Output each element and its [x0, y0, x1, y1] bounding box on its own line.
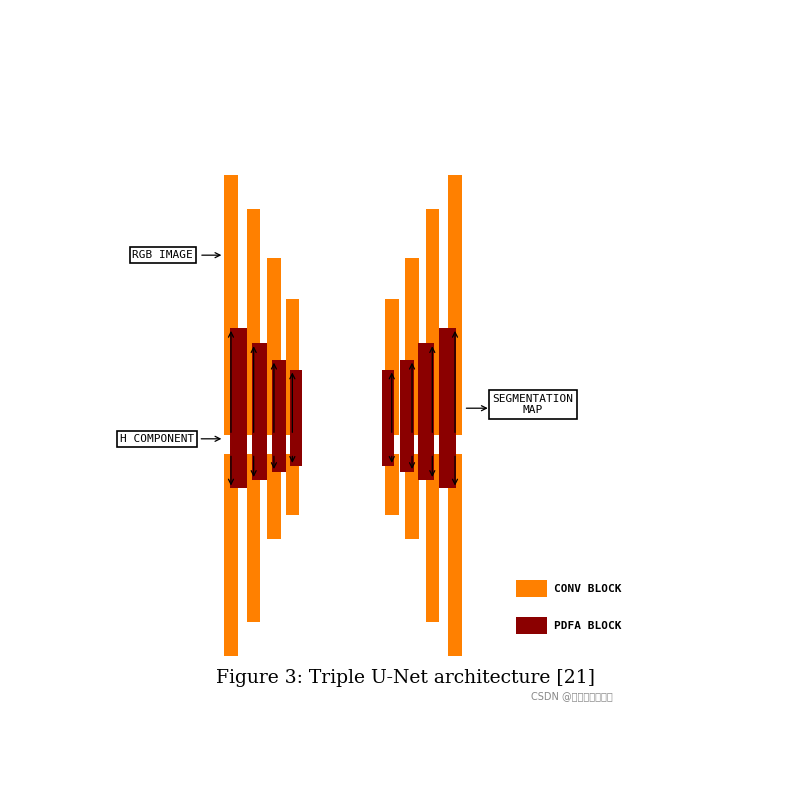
Bar — [272, 360, 286, 472]
Bar — [267, 453, 280, 539]
Bar — [425, 453, 439, 622]
Text: CSDN @明初啊都能学会: CSDN @明初啊都能学会 — [531, 692, 612, 701]
Bar — [385, 299, 398, 435]
Bar — [247, 453, 261, 622]
Bar — [406, 453, 419, 539]
Bar — [516, 580, 547, 597]
Text: SEGMENTATION
MAP: SEGMENTATION MAP — [493, 394, 573, 415]
Bar — [247, 208, 261, 435]
Bar — [418, 343, 434, 480]
Text: PDFA BLOCK: PDFA BLOCK — [554, 621, 622, 630]
Bar — [516, 617, 547, 634]
Text: RGB IMAGE: RGB IMAGE — [132, 250, 193, 260]
Bar — [406, 258, 419, 435]
Bar — [382, 370, 394, 466]
Text: H COMPONENT: H COMPONENT — [120, 434, 195, 444]
Bar — [385, 453, 398, 514]
Bar — [286, 453, 299, 514]
Bar — [439, 328, 456, 488]
Bar — [286, 299, 299, 435]
Bar — [425, 208, 439, 435]
Text: Figure 3: Triple U-Net architecture [21]: Figure 3: Triple U-Net architecture [21] — [216, 669, 596, 687]
Bar — [290, 370, 303, 466]
Bar — [448, 453, 462, 656]
Bar — [448, 175, 462, 435]
Bar — [230, 328, 247, 488]
Bar — [224, 453, 238, 656]
Text: CONV BLOCK: CONV BLOCK — [554, 584, 622, 594]
Bar — [267, 258, 280, 435]
Bar — [252, 343, 268, 480]
Bar — [224, 175, 238, 435]
Bar — [401, 360, 414, 472]
